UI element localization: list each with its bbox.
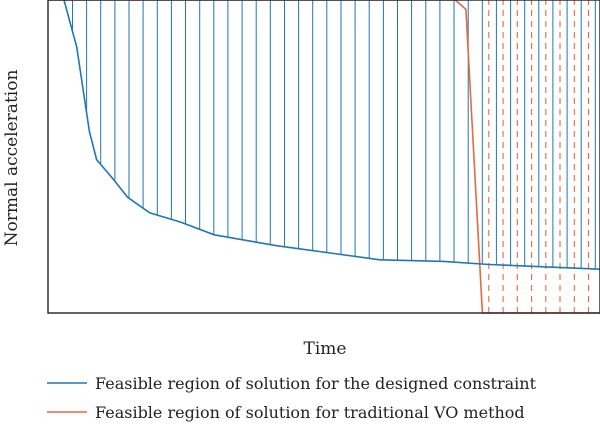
plot-frame [47,0,600,314]
legend-label-vo-method: Feasible region of solution for traditio… [95,403,525,422]
y-axis-label: Normal acceleration [2,70,22,247]
vo-method-hatch [488,0,590,313]
legend-label-designed-constraint: Feasible region of solution for the desi… [95,374,537,393]
designed-constraint-hatch [72,0,596,269]
x-axis-label: Time [304,339,347,359]
designed-constraint-boundary-line [63,0,600,270]
